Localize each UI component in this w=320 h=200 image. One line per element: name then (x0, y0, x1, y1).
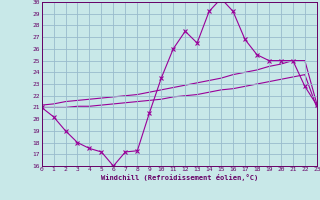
X-axis label: Windchill (Refroidissement éolien,°C): Windchill (Refroidissement éolien,°C) (100, 174, 258, 181)
